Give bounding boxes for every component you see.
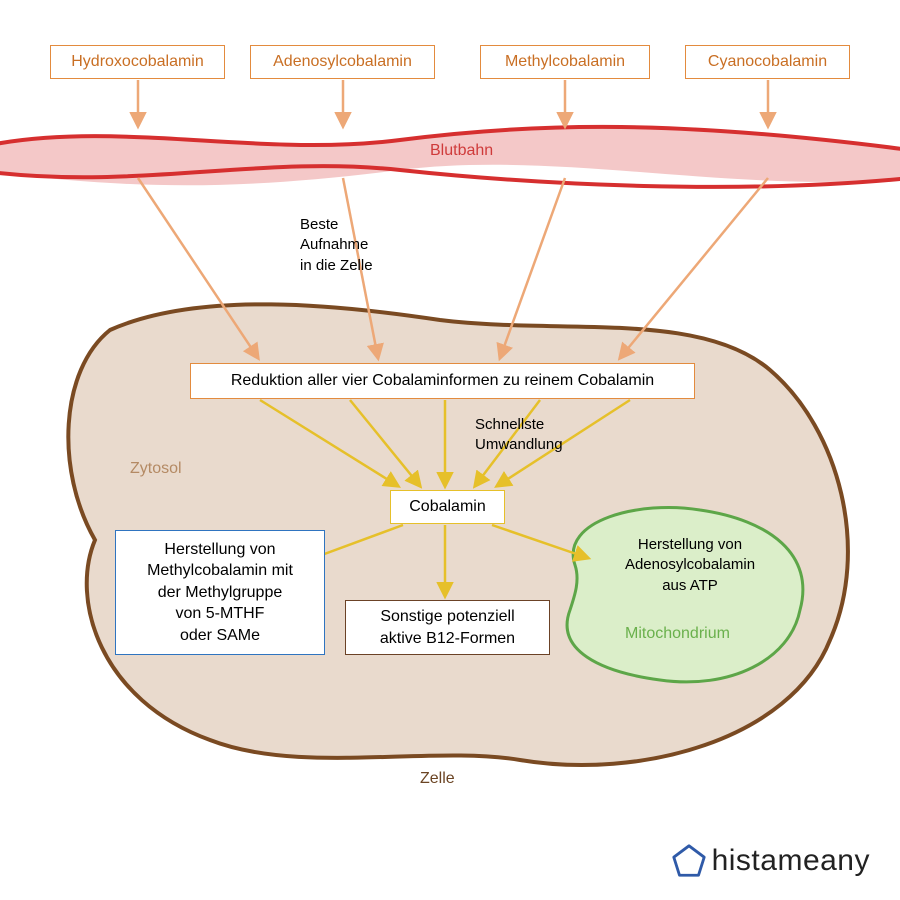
- logo-text: histameany: [712, 844, 870, 878]
- mitochondrion-label: Mitochondrium: [625, 625, 730, 643]
- box-other-b12: Sonstige potenziell aktive B12-Formen: [345, 600, 550, 655]
- uptake-note: Beste Aufnahme in die Zelle: [300, 215, 373, 276]
- logo: histameany: [670, 842, 870, 880]
- mitochondrion-text: Herstellung von Adenosylcobalamin aus AT…: [605, 535, 775, 596]
- box-hydroxocobalamin: Hydroxocobalamin: [50, 45, 225, 79]
- zytosol-label: Zytosol: [130, 460, 182, 478]
- box-methylcobalamin: Methylcobalamin: [480, 45, 650, 79]
- fastest-note: Schnellste Umwandlung: [475, 415, 563, 456]
- box-cyanocobalamin: Cyanocobalamin: [685, 45, 850, 79]
- box-reduction: Reduktion aller vier Cobalaminformen zu …: [190, 363, 695, 399]
- box-methyl-production: Herstellung von Methylcobalamin mit der …: [115, 530, 325, 655]
- logo-pentagon-icon: [670, 842, 708, 880]
- arrows-into-blood: [138, 80, 768, 126]
- box-cobalamin: Cobalamin: [390, 490, 505, 524]
- arrows-into-cell: [138, 178, 768, 358]
- arrows-cobalamin-out: [300, 525, 588, 596]
- arrows-reduction-to-cobalamin: [260, 400, 630, 486]
- bloodstream-label: Blutbahn: [430, 142, 493, 160]
- diagram-canvas: [0, 0, 900, 900]
- box-adenosylcobalamin: Adenosylcobalamin: [250, 45, 435, 79]
- cell-label: Zelle: [420, 770, 455, 788]
